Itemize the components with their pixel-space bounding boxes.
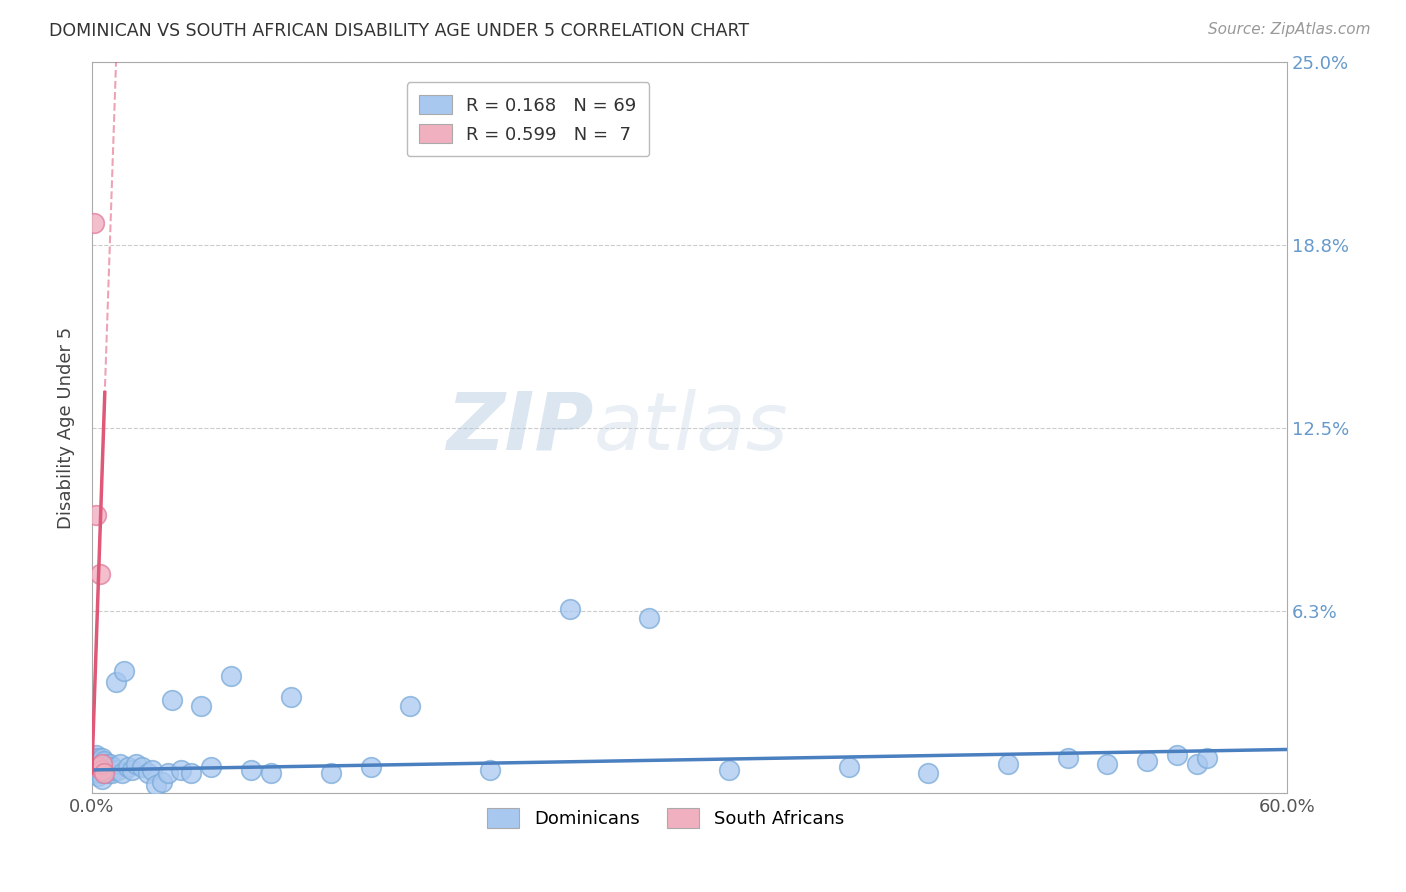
Point: [93, 765, 115, 780]
Point: [90, 763, 112, 777]
Point: [150, 774, 173, 789]
Point: [84, 754, 107, 768]
Point: [100, 765, 122, 780]
Point: [93, 754, 115, 768]
Point: [917, 765, 939, 780]
Point: [838, 760, 860, 774]
Point: [360, 760, 382, 774]
Point: [83, 757, 105, 772]
Point: [87, 757, 110, 772]
Point: [124, 757, 146, 772]
Point: [98, 757, 121, 772]
Point: [93, 765, 115, 780]
Legend: Dominicans, South Africans: Dominicans, South Africans: [479, 801, 851, 836]
Point: [997, 757, 1019, 772]
Point: [93, 760, 115, 774]
Point: [141, 763, 163, 777]
Point: [104, 675, 127, 690]
Point: [190, 698, 212, 713]
Point: [160, 692, 183, 706]
Point: [1197, 751, 1219, 765]
Point: [1097, 757, 1119, 772]
Point: [87, 751, 110, 765]
Y-axis label: Disability Age Under 5: Disability Age Under 5: [58, 326, 75, 529]
Point: [280, 690, 302, 704]
Point: [1166, 748, 1188, 763]
Point: [260, 765, 283, 780]
Point: [107, 763, 129, 777]
Point: [1136, 754, 1159, 768]
Point: [638, 611, 661, 625]
Point: [89, 754, 111, 768]
Point: [111, 765, 134, 780]
Point: [156, 765, 179, 780]
Point: [479, 763, 502, 777]
Point: [94, 763, 117, 777]
Point: [83, 751, 105, 765]
Point: [87, 760, 110, 774]
Point: [117, 760, 139, 774]
Point: [219, 669, 242, 683]
Text: ZIP: ZIP: [446, 389, 593, 467]
Point: [558, 602, 581, 616]
Point: [718, 763, 741, 777]
Point: [84, 508, 107, 523]
Point: [399, 698, 422, 713]
Text: atlas: atlas: [593, 389, 789, 467]
Point: [90, 751, 112, 765]
Point: [90, 757, 112, 772]
Point: [1185, 757, 1208, 772]
Point: [90, 763, 112, 777]
Point: [170, 763, 193, 777]
Point: [103, 763, 125, 777]
Point: [136, 765, 159, 780]
Point: [90, 757, 112, 772]
Point: [84, 748, 107, 763]
Point: [121, 763, 143, 777]
Point: [97, 765, 120, 780]
Point: [83, 216, 105, 230]
Point: [319, 765, 342, 780]
Point: [200, 760, 222, 774]
Point: [94, 757, 117, 772]
Point: [90, 772, 112, 786]
Point: [87, 763, 110, 777]
Point: [97, 760, 120, 774]
Point: [98, 763, 121, 777]
Point: [89, 566, 111, 581]
Point: [89, 760, 111, 774]
Point: [87, 769, 110, 783]
Text: Source: ZipAtlas.com: Source: ZipAtlas.com: [1208, 22, 1371, 37]
Point: [145, 778, 167, 792]
Point: [100, 760, 122, 774]
Point: [84, 765, 107, 780]
Point: [83, 763, 105, 777]
Point: [108, 757, 131, 772]
Point: [89, 765, 111, 780]
Point: [1056, 751, 1078, 765]
Text: DOMINICAN VS SOUTH AFRICAN DISABILITY AGE UNDER 5 CORRELATION CHART: DOMINICAN VS SOUTH AFRICAN DISABILITY AG…: [49, 22, 749, 40]
Point: [84, 760, 107, 774]
Point: [180, 765, 202, 780]
Point: [131, 760, 153, 774]
Point: [112, 664, 135, 678]
Point: [240, 763, 263, 777]
